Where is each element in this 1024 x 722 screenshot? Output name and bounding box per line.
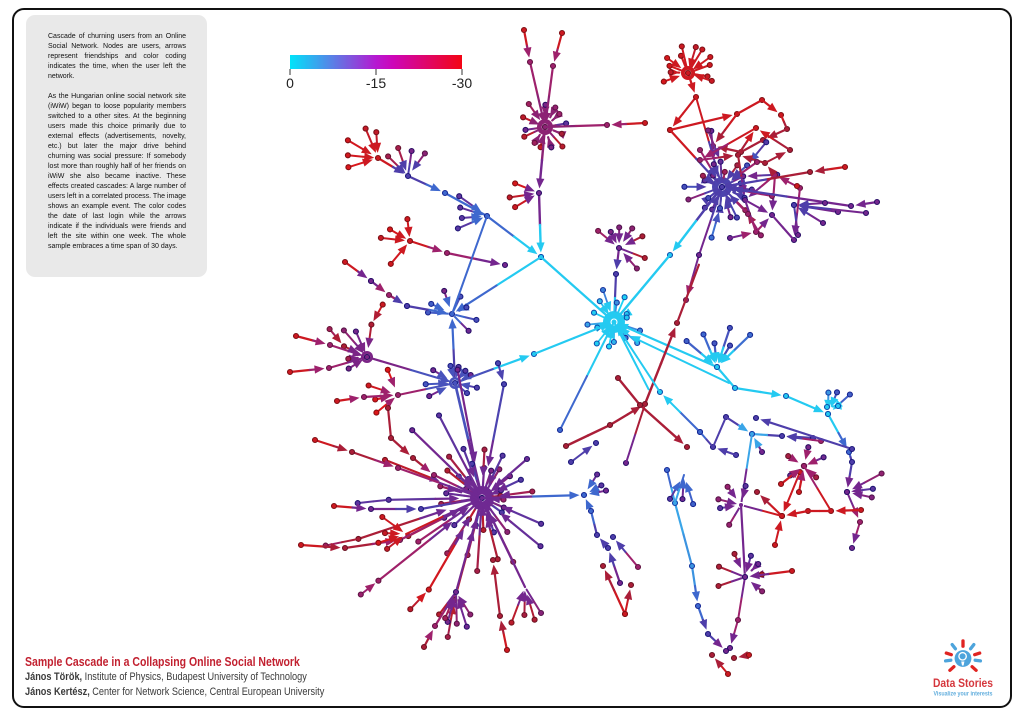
svg-text:Data Stories: Data Stories <box>933 678 993 690</box>
svg-text:0: 0 <box>286 75 294 91</box>
svg-text:Visualize your interests: Visualize your interests <box>934 691 993 698</box>
svg-text:-30: -30 <box>452 75 472 91</box>
svg-text:-15: -15 <box>366 75 386 91</box>
